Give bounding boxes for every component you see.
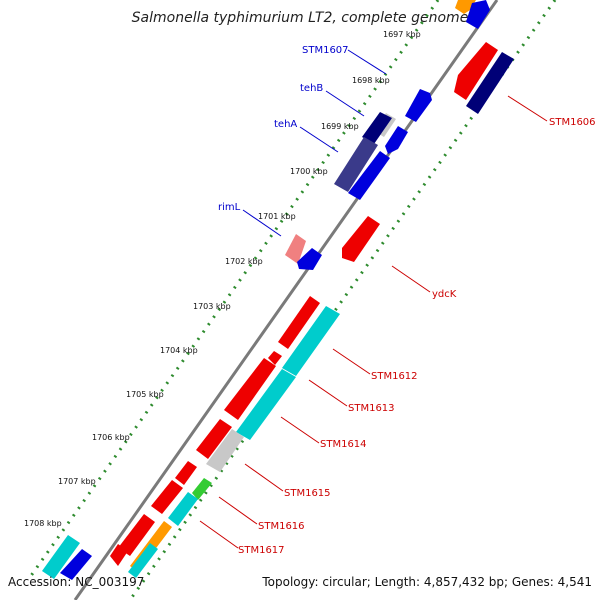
- gene-arrow[interactable]: [362, 112, 392, 144]
- gene-arrow[interactable]: [348, 151, 390, 200]
- gene-arrow[interactable]: [455, 0, 476, 14]
- callouts: [199, 49, 548, 549]
- gene-arrow[interactable]: [342, 216, 380, 262]
- genome-backbone-line: [73, 0, 499, 600]
- callout-line: [218, 496, 258, 525]
- gene-arrow[interactable]: [151, 480, 183, 514]
- gene-label-stm1607[interactable]: STM1607: [302, 45, 349, 56]
- kbp-ticks: 1697 kbp 1698 kbp 1699 kbp 1700 kbp 1701…: [24, 30, 421, 528]
- tick-label: 1701 kbp: [258, 212, 296, 221]
- gene-arrow[interactable]: [278, 296, 320, 349]
- gene-label-tehb[interactable]: tehB: [300, 83, 323, 94]
- gene-arrow[interactable]: [285, 234, 306, 264]
- tick-label: 1698 kbp: [352, 76, 390, 85]
- inner-dotted-track: [128, 0, 557, 600]
- gene-arrow[interactable]: [224, 358, 276, 420]
- gene-label-stm1615[interactable]: STM1615: [284, 488, 331, 499]
- gene-arrow[interactable]: [118, 514, 155, 556]
- callout-line: [308, 379, 348, 407]
- tick-label: 1699 kbp: [321, 122, 359, 131]
- gene-arrow[interactable]: [175, 461, 197, 485]
- gene-label-riml[interactable]: rimL: [218, 202, 241, 213]
- gene-arrow[interactable]: [466, 0, 490, 29]
- gene-arrow[interactable]: [192, 478, 212, 500]
- tick-label: 1703 kbp: [193, 302, 231, 311]
- callout-line: [347, 49, 387, 75]
- tick-label: 1706 kbp: [92, 433, 130, 442]
- accession-text: Accession: NC_003197: [8, 575, 144, 589]
- gene-label-teha[interactable]: tehA: [274, 119, 297, 130]
- gene-arrow[interactable]: [268, 351, 282, 365]
- gene-label-stm1617[interactable]: STM1617: [238, 545, 285, 556]
- tick-label: 1700 kbp: [290, 167, 328, 176]
- tick-label: 1702 kbp: [225, 257, 263, 266]
- gene-label-ydck[interactable]: ydcK: [432, 289, 457, 300]
- gene-arrow[interactable]: [206, 429, 244, 472]
- gene-label-stm1613[interactable]: STM1613: [348, 403, 395, 414]
- callout-line: [507, 95, 548, 122]
- gene-arrow[interactable]: [42, 535, 80, 579]
- gene-arrow[interactable]: [297, 248, 322, 270]
- callout-line: [325, 90, 365, 117]
- gene-arrow[interactable]: [405, 89, 432, 122]
- tick-label: 1705 kbp: [126, 390, 164, 399]
- callout-line: [199, 520, 239, 549]
- gene-arrow[interactable]: [385, 126, 408, 154]
- tick-label: 1704 kbp: [160, 346, 198, 355]
- gene-arrow[interactable]: [454, 42, 498, 100]
- callout-line: [391, 265, 431, 293]
- gene-arrow[interactable]: [168, 492, 198, 526]
- gene-label-stm1612[interactable]: STM1612: [371, 371, 418, 382]
- topology-text: Topology: circular; Length: 4,857,432 bp…: [261, 575, 592, 589]
- gene-arrow[interactable]: [466, 52, 514, 114]
- callout-line: [244, 463, 284, 492]
- callout-line: [280, 416, 320, 444]
- tick-label: 1697 kbp: [383, 30, 421, 39]
- gene-arrow[interactable]: [236, 369, 296, 440]
- callout-line: [299, 126, 339, 153]
- forward-genes: [42, 0, 490, 580]
- reverse-genes: [128, 42, 514, 578]
- outer-dotted-track: [26, 0, 440, 581]
- gene-arrow[interactable]: [60, 549, 92, 580]
- genome-title: Salmonella typhimurium LT2, complete gen…: [132, 10, 469, 26]
- gene-arrow[interactable]: [128, 543, 158, 578]
- tick-label: 1708 kbp: [24, 519, 62, 528]
- gene-arrow[interactable]: [282, 306, 340, 376]
- gene-label-stm1616[interactable]: STM1616: [258, 521, 305, 532]
- callout-line: [242, 209, 282, 237]
- gene-label-stm1606[interactable]: STM1606: [549, 117, 596, 128]
- gene-arrow[interactable]: [334, 137, 378, 192]
- gene-arrow[interactable]: [196, 419, 232, 459]
- gene-label-stm1614[interactable]: STM1614: [320, 439, 367, 450]
- gene-arrow[interactable]: [110, 544, 128, 566]
- callout-line: [332, 348, 371, 375]
- tick-label: 1707 kbp: [58, 477, 96, 486]
